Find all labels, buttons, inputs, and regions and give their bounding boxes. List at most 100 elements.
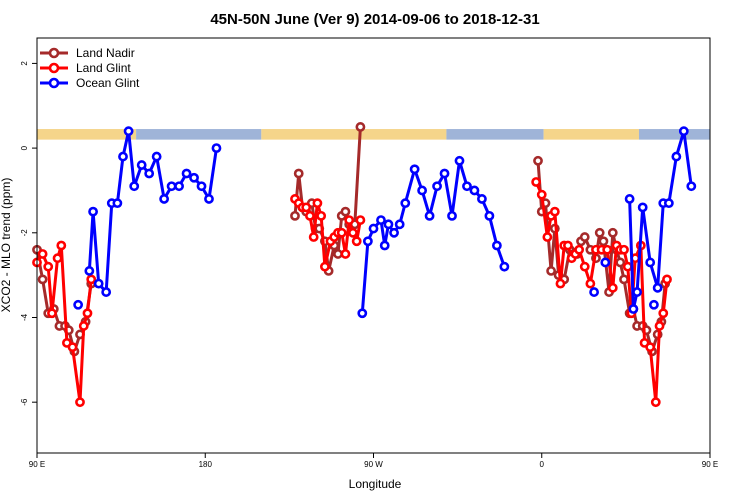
ocean-glint-point-1-19 — [484, 210, 495, 221]
land-nadir-point-2-3 — [546, 266, 556, 276]
series-layer — [32, 122, 697, 408]
y-axis-label: XCO2 - MLO trend (ppm) — [0, 178, 13, 313]
land-glint-point-0-9 — [78, 321, 89, 331]
land-nadir-point-1-12 — [340, 206, 351, 217]
ocean-glint-point-0-5 — [112, 198, 123, 209]
ocean-glint-point-0-2 — [93, 278, 104, 289]
legend-label-ocean-glint: Ocean Glint — [76, 76, 140, 90]
land-glint-point-1-8 — [319, 261, 330, 272]
ocean-glint-point-1-18 — [477, 194, 487, 204]
land-glint-point-0-2 — [43, 261, 54, 272]
ocean-glint-point-1-21 — [499, 261, 510, 272]
land-glint-point-2-27 — [654, 321, 665, 331]
ocean-glint-point-6-0 — [649, 299, 659, 310]
ocean-glint-point-0-11 — [151, 151, 162, 162]
land-glint-point-0-11 — [86, 274, 97, 285]
ocean-glint-point-1-9 — [409, 164, 420, 175]
land-glint-point-1-17 — [355, 215, 366, 225]
ocean-glint-point-1-20 — [491, 240, 502, 251]
ocean-glint-point-2-10 — [686, 181, 697, 192]
landmask-ocean-3 — [446, 129, 544, 140]
ocean-glint-point-0-6 — [118, 151, 128, 162]
land-glint-point-0-1 — [37, 249, 48, 259]
land-glint-point-2-0 — [531, 177, 542, 187]
ocean-glint-point-0-13 — [166, 181, 177, 192]
ocean-glint-point-1-17 — [469, 185, 480, 196]
ocean-glint-point-1-14 — [447, 210, 457, 221]
land-nadir-point-2-17 — [607, 227, 618, 238]
ocean-glint-point-1-15 — [454, 155, 465, 166]
land-glint-point-1-3 — [301, 202, 312, 213]
land-glint-point-2-28 — [658, 308, 669, 319]
ocean-glint-point-0-19 — [211, 143, 222, 154]
land-nadir-point-2-11 — [579, 232, 590, 242]
landmask-ocean-1 — [136, 129, 262, 140]
y-tick-label-0: 2 — [20, 61, 29, 66]
land-glint-point-2-7 — [563, 240, 573, 251]
ocean-glint-point-0-12 — [159, 194, 170, 204]
legend-marker-land-glint — [48, 62, 60, 74]
ocean-glint-point-0-16 — [189, 172, 199, 183]
y-axis: 2 0 -2 -4 -6 — [20, 61, 37, 406]
landmask-band — [37, 129, 710, 140]
land-glint-point-2-16 — [607, 282, 618, 293]
land-nadir-point-2-0 — [533, 155, 543, 166]
land-nadir-point-1-0 — [290, 210, 300, 221]
land-glint-point-2-25 — [645, 342, 656, 353]
ocean-glint-point-0-3 — [101, 287, 112, 297]
ocean-glint-point-0-10 — [144, 168, 155, 179]
ocean-glint-point-1-11 — [424, 210, 435, 221]
x-axis-label: Longitude — [349, 477, 402, 491]
land-glint-point-0-5 — [56, 240, 67, 251]
ocean-glint-point-2-4 — [645, 257, 656, 268]
land-glint-point-0-7 — [67, 342, 78, 353]
ocean-glint-point-1-7 — [394, 219, 405, 230]
land-nadir-point-2-14 — [594, 227, 605, 238]
ocean-glint-point-3-0 — [73, 299, 84, 310]
y-tick-label-3: -4 — [20, 313, 29, 321]
land-glint-point-2-26 — [650, 397, 661, 408]
ocean-glint-point-1-4 — [379, 240, 390, 251]
ocean-glint-point-0-14 — [174, 181, 184, 192]
land-glint-point-0-4 — [52, 253, 63, 264]
ocean-glint-point-2-5 — [652, 282, 663, 293]
ocean-glint-point-1-2 — [368, 223, 379, 234]
ocean-glint-point-2-9 — [678, 126, 689, 137]
land-nadir-point-1-10 — [333, 249, 343, 259]
land-glint-point-1-6 — [312, 198, 323, 209]
ocean-glint-line-1 — [360, 159, 506, 314]
x-axis: 90 E 180 90 W 0 90 E — [29, 453, 718, 469]
x-tick-label-0: 90 E — [29, 460, 45, 469]
land-glint-point-1-14 — [344, 215, 355, 225]
ocean-glint-point-2-0 — [624, 194, 635, 204]
land-glint-point-2-10 — [574, 244, 585, 255]
land-glint-point-1-16 — [351, 236, 362, 247]
ocean-glint-point-0-7 — [123, 126, 134, 137]
legend-marker-land-nadir — [48, 47, 60, 59]
ocean-glint-point-2-7 — [663, 198, 674, 209]
ocean-glint-point-5-0 — [600, 257, 611, 268]
x-tick-label-3: 0 — [540, 460, 545, 469]
ocean-glint-point-1-13 — [439, 168, 450, 179]
legend-label-land-nadir: Land Nadir — [76, 46, 135, 60]
land-glint-point-0-8 — [75, 397, 85, 408]
land-glint-point-2-29 — [662, 274, 672, 285]
land-nadir-point-0-1 — [37, 274, 48, 285]
land-glint-point-1-13 — [340, 249, 351, 259]
legend-label-land-glint: Land Glint — [76, 61, 131, 75]
ocean-glint-point-1-1 — [362, 236, 373, 247]
land-glint-point-0-3 — [47, 308, 57, 319]
land-glint-point-2-2 — [542, 232, 553, 242]
ocean-glint-point-1-12 — [432, 181, 442, 192]
ocean-glint-point-1-0 — [357, 308, 368, 319]
ocean-glint-point-0-8 — [129, 181, 140, 192]
land-glint-point-2-11 — [579, 261, 590, 272]
land-nadir-point-2-20 — [619, 274, 629, 285]
ocean-glint-point-0-1 — [88, 206, 98, 217]
x-tick-label-1: 180 — [199, 460, 213, 469]
ocean-glint-point-0-9 — [136, 160, 147, 170]
land-nadir-point-1-1 — [293, 168, 304, 179]
land-glint-point-2-12 — [585, 278, 596, 289]
land-nadir-point-2-15 — [598, 236, 609, 247]
